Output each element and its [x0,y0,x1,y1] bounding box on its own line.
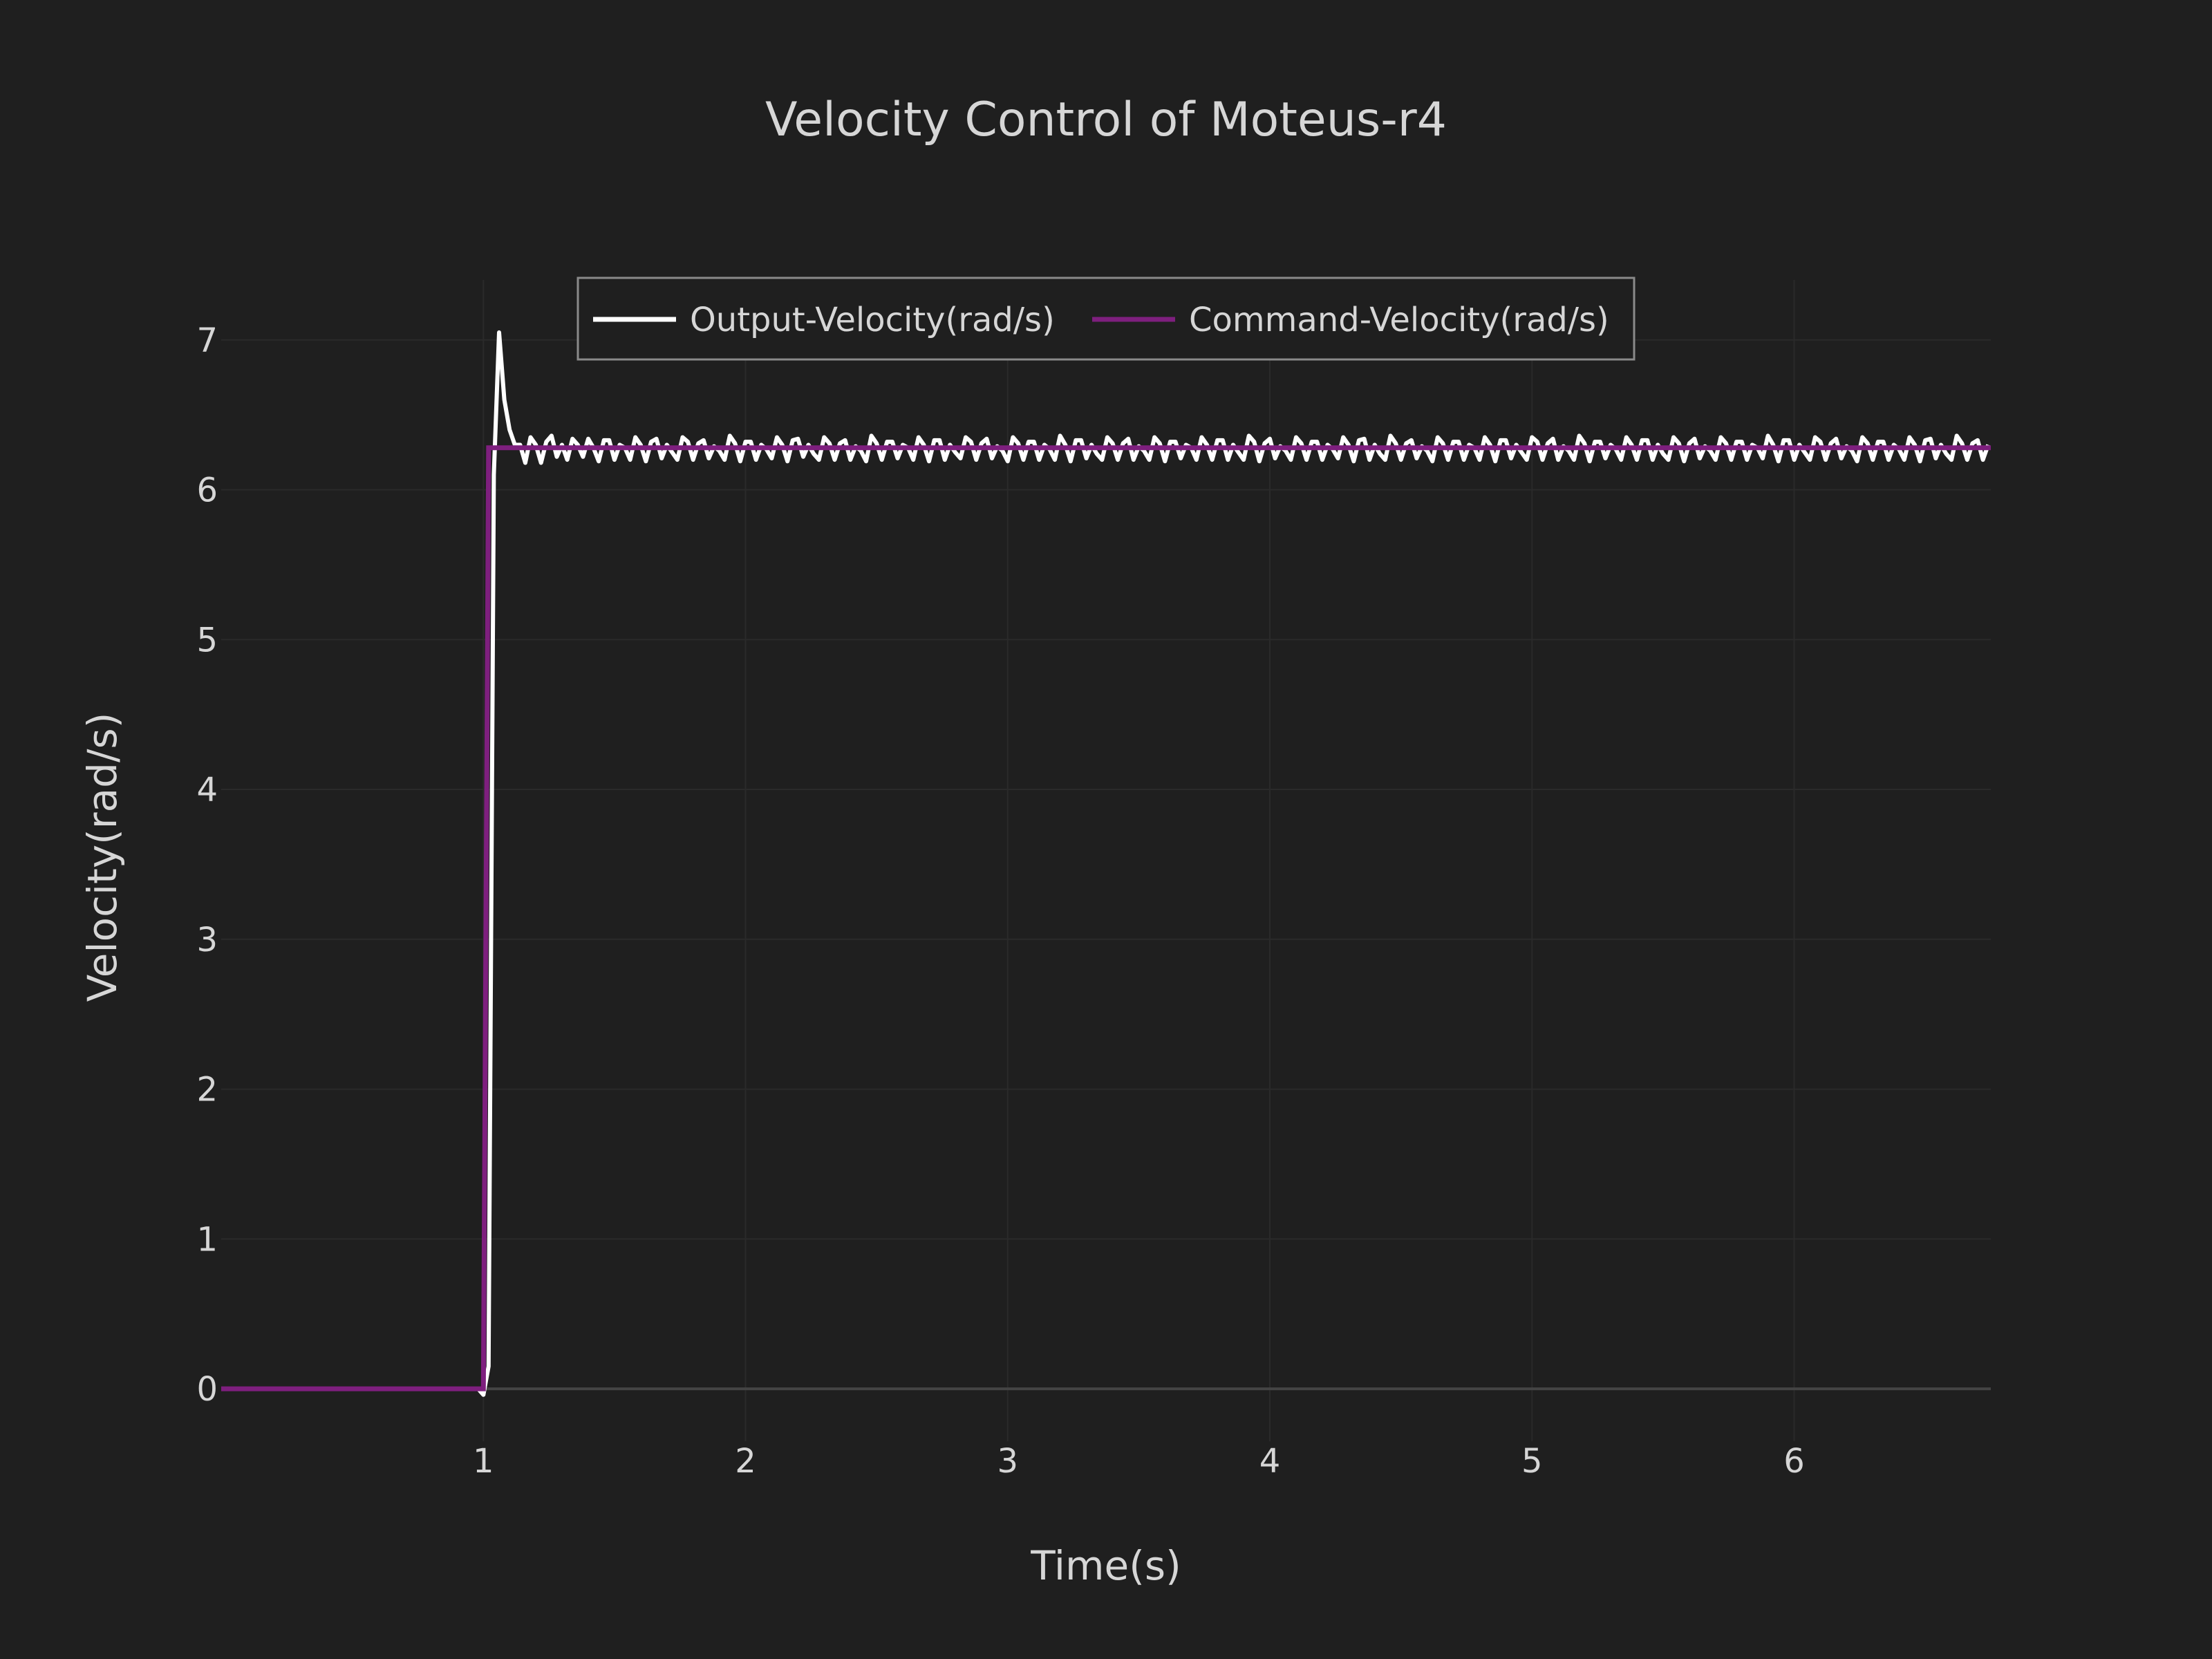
x-axis-title: Time(s) [1030,1542,1181,1589]
x-tick-label: 6 [1783,1442,1805,1481]
y-tick-label: 6 [196,471,218,509]
x-tick-label: 2 [735,1442,756,1481]
legend-label-output: Output-Velocity(rad/s) [690,301,1055,339]
y-tick-label: 3 [196,921,218,959]
y-tick-label: 7 [196,321,218,360]
x-tick-labels: 1 2 3 4 5 6 [473,1442,1805,1481]
chart-title: Velocity Control of Moteus-r4 [765,93,1447,147]
y-tick-label: 2 [196,1071,218,1109]
x-tick-label: 1 [473,1442,494,1481]
y-tick-label: 5 [196,621,218,659]
command-velocity-line [221,445,1991,1391]
series-layer [221,330,1991,1397]
x-tick-label: 5 [1521,1442,1543,1481]
x-tick-label: 3 [997,1442,1019,1481]
legend-label-command: Command-Velocity(rad/s) [1189,301,1609,339]
y-tick-label: 1 [196,1220,218,1259]
y-tick-label: 0 [196,1370,218,1409]
legend: Output-Velocity(rad/s) Command-Velocity(… [577,276,1635,361]
y-axis-title: Velocity(rad/s) [79,713,126,1002]
y-tick-labels: 0 1 2 3 4 5 6 7 [196,321,218,1409]
y-tick-label: 4 [196,771,218,809]
x-tick-label: 4 [1259,1442,1281,1481]
